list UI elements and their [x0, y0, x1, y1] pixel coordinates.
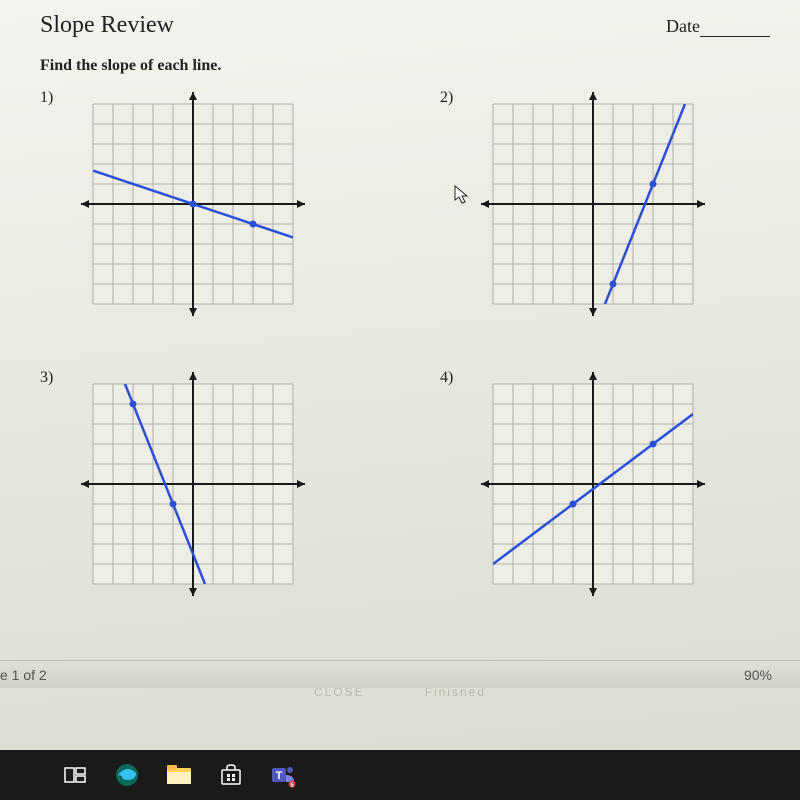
svg-text:T: T: [276, 770, 283, 782]
problem-1: 1): [40, 89, 380, 319]
problem-2: 2): [440, 89, 780, 319]
coordinate-graph: [78, 89, 308, 319]
explorer-icon[interactable]: [164, 760, 194, 790]
problem-number: 3): [40, 369, 60, 387]
windows-taskbar[interactable]: T5: [0, 750, 800, 800]
problem-3: 3): [40, 369, 380, 599]
zoom-level: 90%: [744, 667, 772, 683]
problem-4: 4): [440, 369, 780, 599]
mouse-cursor-icon: [454, 185, 470, 210]
problem-number: 1): [40, 89, 60, 107]
coordinate-graph: [78, 369, 308, 599]
instruction-text: Find the slope of each line.: [40, 57, 800, 75]
problems-grid: 1) 2) 3) 4): [40, 89, 800, 599]
document-viewport: Slope Review Date Find the slope of each…: [0, 0, 800, 750]
date-label: Date: [666, 16, 700, 36]
teams-icon[interactable]: T5: [268, 760, 298, 790]
store-icon[interactable]: [216, 760, 246, 790]
coordinate-graph: [478, 369, 708, 599]
viewer-footer: e 1 of 2 90%: [0, 660, 800, 688]
coordinate-graph: [478, 89, 708, 319]
worksheet-header: Slope Review Date: [40, 12, 800, 39]
problem-number: 2): [440, 89, 460, 107]
edge-icon[interactable]: [112, 760, 142, 790]
problem-number: 4): [440, 369, 460, 387]
date-field: Date: [666, 16, 770, 37]
page-indicator: e 1 of 2: [0, 667, 47, 683]
date-blank-line: [700, 36, 770, 37]
worksheet-title: Slope Review: [40, 12, 174, 39]
task-view-icon[interactable]: [60, 760, 90, 790]
